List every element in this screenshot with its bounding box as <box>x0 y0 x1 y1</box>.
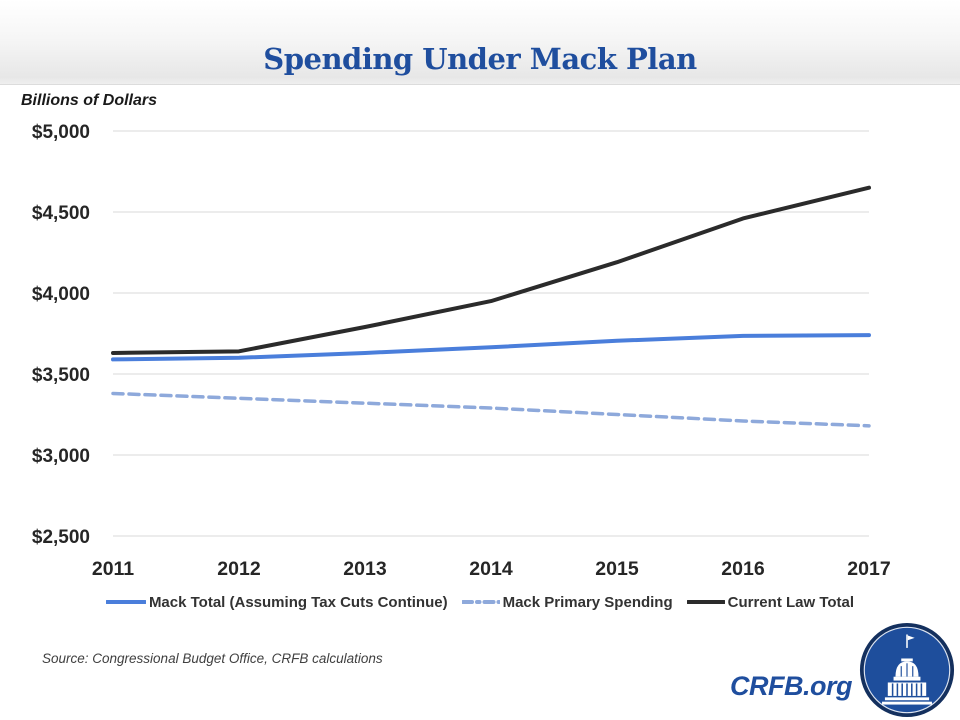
x-tick-label: 2012 <box>217 558 261 580</box>
x-tick-label: 2017 <box>847 558 890 580</box>
y-tick-label: $5,000 <box>32 122 90 143</box>
y-axis-title: Billions of Dollars <box>21 92 158 109</box>
solid-black-line-icon <box>685 593 726 611</box>
x-tick-label: 2016 <box>721 558 765 580</box>
series-line-0 <box>111 333 871 362</box>
x-tick-label: 2014 <box>469 558 513 580</box>
line-chart: $2,500 $3,000 $3,500 $4,000 $4,500 $5,000 2011… <box>32 122 891 580</box>
legend-item-mack-total: Mack Total (Assuming Tax Cuts Continue) <box>104 593 448 611</box>
title-band <box>0 0 960 85</box>
legend-item-mack-primary: Mack Primary Spending <box>460 593 673 611</box>
x-tick-label: 2013 <box>343 558 387 580</box>
x-tick-label: 2011 <box>92 558 134 580</box>
crfb-wordmark: CRFB.org <box>730 671 852 701</box>
legend-label: Mack Total (Assuming Tax Cuts Continue) <box>148 593 448 611</box>
series-line-2 <box>111 185 871 355</box>
y-tick-label: $3,500 <box>32 365 90 386</box>
y-tick-label: $2,500 <box>32 527 90 548</box>
y-tick-label: $4,500 <box>32 203 90 224</box>
series-line-1 <box>111 391 871 428</box>
x-tick-label: 2015 <box>595 558 639 580</box>
dashed-blue-line-icon <box>460 593 501 611</box>
capitol-icon <box>859 622 955 718</box>
y-tick-label: $3,000 <box>32 446 90 467</box>
chart-legend: Mack Total (Assuming Tax Cuts Continue) … <box>0 593 960 611</box>
crfb-logo <box>859 622 955 718</box>
y-tick-label: $4,000 <box>32 284 90 305</box>
legend-item-current-law: Current Law Total <box>685 593 855 611</box>
page-title: Spending Under Mack Plan <box>263 42 697 76</box>
legend-label: Mack Primary Spending <box>502 593 673 611</box>
solid-blue-line-icon <box>104 593 147 611</box>
legend-label: Current Law Total <box>727 593 855 611</box>
source-note: Source: Congressional Budget Office, CRF… <box>42 651 383 666</box>
